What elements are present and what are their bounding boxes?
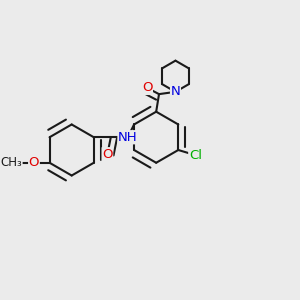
Text: N: N (171, 85, 180, 98)
Text: NH: NH (118, 131, 138, 144)
Text: Cl: Cl (189, 148, 202, 162)
Text: O: O (29, 156, 39, 169)
Text: O: O (142, 81, 152, 94)
Text: CH₃: CH₃ (0, 156, 22, 169)
Text: O: O (102, 148, 112, 161)
